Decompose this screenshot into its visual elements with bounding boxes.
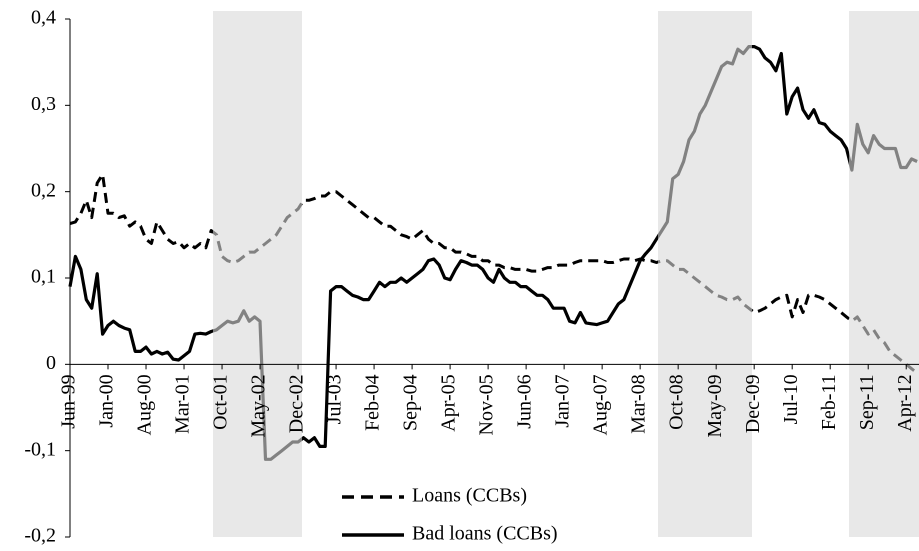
x-tick-label: Feb-11	[818, 374, 840, 430]
x-tick-label: Sep-11	[856, 374, 878, 430]
shaded-periods	[213, 11, 919, 537]
y-tick-label: 0,2	[31, 179, 56, 201]
x-tick-label: Feb-04	[362, 374, 384, 431]
x-tick-label: Dec-02	[286, 374, 308, 433]
y-tick-label: 0,1	[31, 266, 56, 288]
series-line	[68, 45, 918, 461]
y-tick-label: 0	[46, 352, 56, 374]
x-tick-label: Oct-08	[666, 374, 688, 430]
shaded-period	[213, 11, 302, 537]
x-tick-label: Mar-08	[628, 374, 650, 434]
x-tick-label: Aug-00	[134, 374, 156, 435]
shaded-period	[849, 11, 919, 537]
y-tick-label: 0,3	[31, 93, 56, 115]
x-tick-label: Apr-12	[894, 374, 916, 431]
x-tick-label: Jan-00	[96, 374, 118, 427]
x-tick-label: Jul-03	[324, 374, 346, 424]
x-tick-label: Nov-05	[476, 374, 498, 435]
x-tick-label: Aug-07	[590, 374, 612, 435]
x-tick-label: Oct-01	[210, 374, 232, 430]
shaded-period	[658, 11, 752, 537]
x-tick-label: May-09	[704, 374, 726, 437]
x-tick-label: Jul-10	[780, 374, 802, 424]
y-tick-label: -0,1	[24, 438, 56, 460]
legend-label: Bad loans (CCBs)	[412, 523, 558, 545]
x-tick-label: Jun-99	[58, 374, 80, 428]
plot-area	[68, 45, 919, 461]
x-tick-label: Mar-01	[172, 374, 194, 434]
x-tick-label: Sep-04	[400, 374, 422, 431]
x-tick-label: May-02	[248, 374, 270, 437]
x-tick-label: Apr-05	[438, 374, 460, 431]
y-tick-label: -0,2	[24, 525, 56, 547]
axes: -0,2 -0,1 0 0,1 0,2 0,3 0,4 Jun-99 Jan-00 Aug-00 M…	[24, 7, 919, 547]
x-tick-label: Jun-06	[514, 374, 536, 428]
legend: Loans (CCBs) Bad loans (CCBs)	[342, 485, 558, 545]
x-tick-label: Dec-09	[742, 374, 764, 433]
legend-label: Loans (CCBs)	[412, 485, 527, 507]
x-tick-label: Jan-07	[552, 374, 574, 427]
series-line	[69, 172, 919, 375]
y-tick-label: 0,4	[31, 7, 56, 29]
